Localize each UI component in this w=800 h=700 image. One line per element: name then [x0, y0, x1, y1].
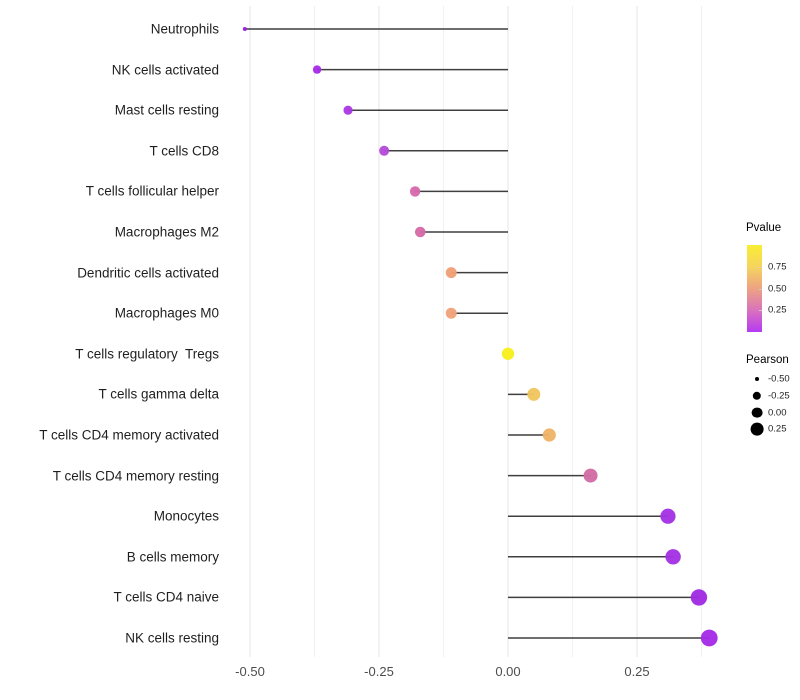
y-axis-label: Macrophages M0 — [114, 305, 219, 321]
pearson-size-dot — [755, 377, 759, 381]
y-axis-label: NK cells activated — [111, 62, 219, 78]
y-axis-label: T cells regulatory Tregs — [75, 346, 219, 362]
y-axis-label: T cells CD4 naive — [113, 589, 219, 605]
y-axis-label: T cells follicular helper — [85, 183, 219, 199]
pvalue-tick-mark — [759, 266, 762, 268]
x-axis-tick-label: 0.25 — [624, 664, 650, 679]
y-axis-label: Mast cells resting — [114, 102, 219, 118]
data-point — [242, 27, 247, 31]
y-axis-label: T cells CD8 — [149, 143, 219, 159]
data-point — [501, 347, 515, 360]
y-axis-label: NK cells resting — [125, 630, 219, 646]
data-point — [665, 549, 681, 565]
pvalue-tick-mark — [759, 310, 762, 312]
pearson-size-dot — [750, 422, 764, 436]
data-point — [583, 468, 598, 483]
pearson-size-label: 0.25 — [768, 423, 787, 435]
data-point — [379, 145, 390, 156]
y-axis-label: T cells CD4 memory activated — [39, 427, 219, 443]
y-axis-label: Neutrophils — [150, 21, 219, 37]
pvalue-tick-label: 0.25 — [768, 304, 787, 316]
data-point — [312, 65, 322, 74]
data-point — [660, 508, 676, 524]
y-axis-label: Macrophages M2 — [114, 224, 219, 240]
pearson-size-label: 0.00 — [768, 407, 787, 419]
data-point — [445, 307, 457, 319]
y-axis-label: Monocytes — [153, 508, 219, 524]
x-axis-tick-label: 0.00 — [495, 664, 521, 679]
data-point — [527, 387, 541, 401]
x-axis-tick-label: -0.25 — [364, 664, 394, 679]
legend-pvalue-title: Pvalue — [746, 222, 782, 234]
data-point — [343, 105, 353, 115]
data-point — [542, 428, 556, 442]
data-point — [414, 226, 426, 238]
y-axis-label: T cells CD4 memory resting — [52, 468, 219, 484]
data-point — [690, 589, 708, 606]
y-axis-label: Dendritic cells activated — [77, 265, 219, 281]
pearson-size-label: -0.25 — [768, 390, 790, 402]
y-axis-label: B cells memory — [126, 549, 219, 565]
pvalue-tick-mark — [759, 288, 762, 290]
y-axis-label: T cells gamma delta — [98, 386, 219, 402]
legend-pearson-title: Pearson — [746, 354, 789, 366]
data-point — [409, 186, 421, 197]
pvalue-colorbar — [747, 245, 762, 332]
data-point — [445, 267, 457, 279]
pvalue-tick-label: 0.50 — [768, 283, 787, 294]
pearson-size-dot — [751, 407, 763, 418]
data-point — [700, 629, 718, 647]
pearson-size-label: -0.50 — [768, 373, 790, 385]
x-axis-tick-label: -0.50 — [235, 664, 265, 679]
pearson-size-dot — [752, 391, 762, 400]
pvalue-tick-label: 0.75 — [768, 261, 787, 273]
